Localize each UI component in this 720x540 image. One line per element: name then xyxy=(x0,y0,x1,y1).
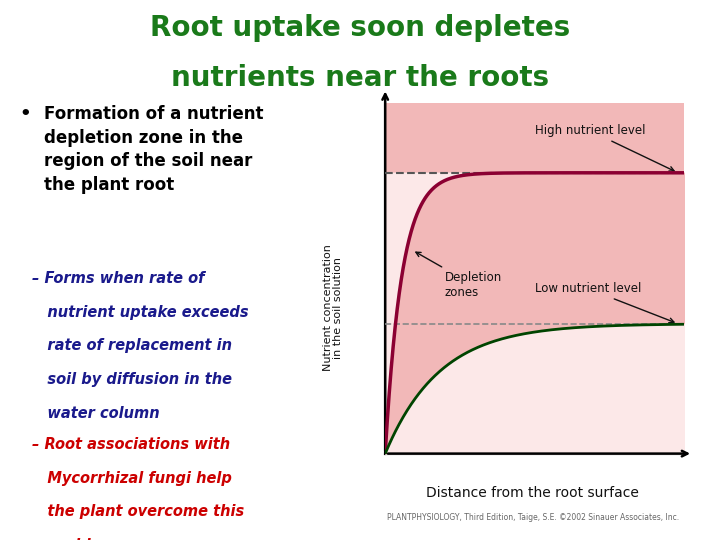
Text: rate of replacement in: rate of replacement in xyxy=(32,338,232,353)
Text: – Root associations with: – Root associations with xyxy=(32,437,230,452)
Text: High nutrient level: High nutrient level xyxy=(534,124,674,171)
Text: Nutrient concentration: Nutrient concentration xyxy=(323,245,333,371)
Text: – Forms when rate of: – Forms when rate of xyxy=(32,271,204,286)
Text: problem: problem xyxy=(32,538,116,540)
Text: Formation of a nutrient
depletion zone in the
region of the soil near
the plant : Formation of a nutrient depletion zone i… xyxy=(45,105,264,194)
Text: in the soil solution: in the soil solution xyxy=(333,257,343,359)
Text: Depletion
zones: Depletion zones xyxy=(416,252,503,299)
Text: water column: water column xyxy=(32,406,160,421)
Text: Low nutrient level: Low nutrient level xyxy=(534,282,674,322)
Text: nutrients near the roots: nutrients near the roots xyxy=(171,64,549,92)
Text: Mycorrhizal fungi help: Mycorrhizal fungi help xyxy=(32,470,232,485)
Text: Distance from the root surface: Distance from the root surface xyxy=(426,486,639,500)
Text: soil by diffusion in the: soil by diffusion in the xyxy=(32,372,232,387)
Text: the plant overcome this: the plant overcome this xyxy=(32,504,244,519)
Text: PLANTPHYSIOLOGY, Third Edition, Taige, S.E. ©2002 Sinauer Associates, Inc.: PLANTPHYSIOLOGY, Third Edition, Taige, S… xyxy=(387,513,679,522)
Text: Root uptake soon depletes: Root uptake soon depletes xyxy=(150,14,570,42)
Text: nutrient uptake exceeds: nutrient uptake exceeds xyxy=(32,305,248,320)
Text: •: • xyxy=(19,105,31,123)
